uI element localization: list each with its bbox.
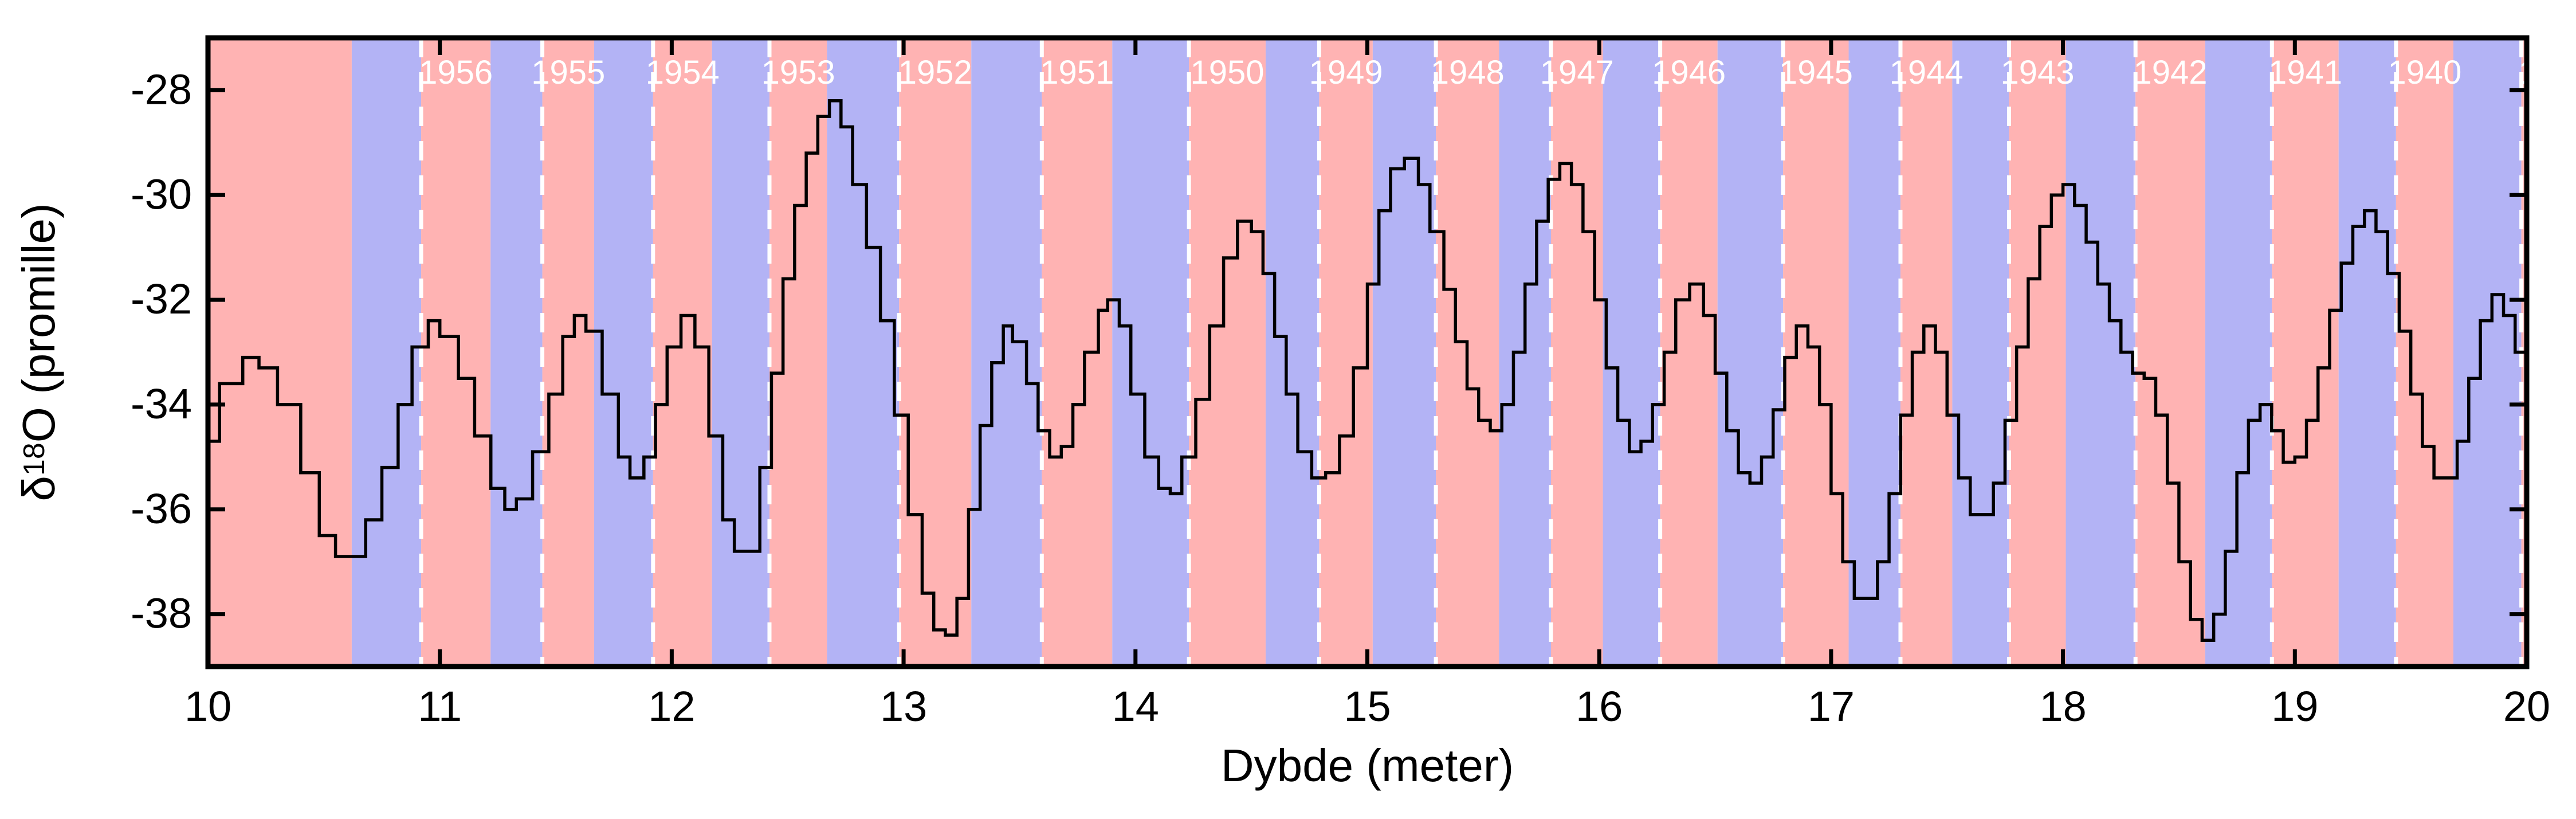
svg-text:11: 11 [418,683,462,730]
svg-text:-32: -32 [131,275,192,323]
svg-text:1951: 1951 [1040,54,1114,91]
svg-text:1952: 1952 [898,54,972,91]
svg-text:1940: 1940 [2387,54,2461,91]
svg-text:1941: 1941 [2268,54,2342,91]
svg-text:-36: -36 [131,485,192,532]
svg-text:1954: 1954 [646,54,720,91]
svg-text:δ18O (promille): δ18O (promille) [13,203,64,501]
svg-text:1946: 1946 [1652,54,1726,91]
svg-text:1944: 1944 [1890,54,1964,91]
svg-text:1956: 1956 [419,54,493,91]
svg-text:13: 13 [880,683,927,730]
svg-text:1955: 1955 [531,54,605,91]
svg-text:12: 12 [648,683,695,730]
svg-text:1943: 1943 [2000,54,2074,91]
svg-text:20: 20 [2503,683,2550,730]
svg-text:Dybde (meter): Dybde (meter) [1221,740,1514,791]
svg-text:1950: 1950 [1191,54,1265,91]
svg-text:-28: -28 [131,65,192,113]
svg-text:-30: -30 [131,170,192,218]
svg-text:1948: 1948 [1431,54,1505,91]
svg-text:19: 19 [2271,683,2318,730]
svg-text:1942: 1942 [2134,54,2208,91]
svg-text:1953: 1953 [761,54,835,91]
svg-text:17: 17 [1808,683,1855,730]
svg-text:14: 14 [1112,683,1159,730]
svg-text:1947: 1947 [1540,54,1614,91]
svg-text:15: 15 [1344,683,1391,730]
svg-text:1949: 1949 [1309,54,1383,91]
svg-text:18: 18 [2039,683,2086,730]
svg-text:1945: 1945 [1779,54,1853,91]
svg-text:-34: -34 [131,380,192,428]
svg-text:10: 10 [184,683,231,730]
svg-text:16: 16 [1576,683,1623,730]
svg-text:-38: -38 [131,590,192,637]
